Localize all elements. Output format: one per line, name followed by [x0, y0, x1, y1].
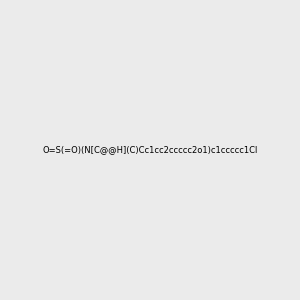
Text: O=S(=O)(N[C@@H](C)Cc1cc2ccccc2o1)c1ccccc1Cl: O=S(=O)(N[C@@H](C)Cc1cc2ccccc2o1)c1ccccc…	[42, 146, 258, 154]
